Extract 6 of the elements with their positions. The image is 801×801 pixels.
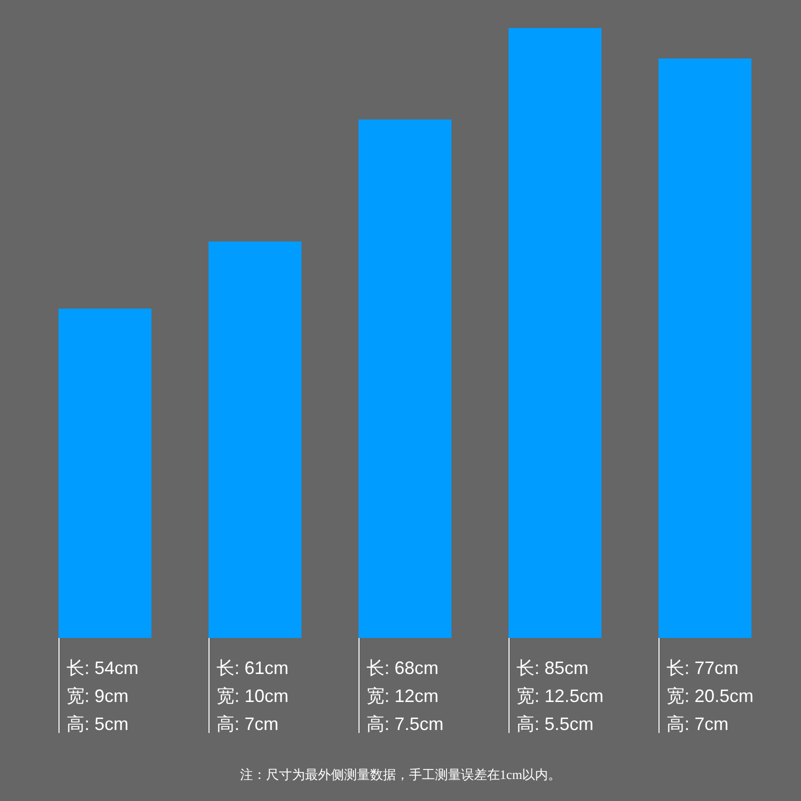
x-tick-label: 长: 85cm 宽: 12.5cm 高: 5.5cm — [516, 658, 604, 734]
x-tick-label: 长: 54cm 宽: 9cm 高: 5cm — [66, 658, 139, 734]
x-tick-label: 长: 61cm 宽: 10cm 高: 7cm — [216, 658, 289, 734]
x-tick-label: 长: 68cm 宽: 12cm 高: 7.5cm — [366, 658, 444, 734]
x-tick-label: 长: 77cm 宽: 20.5cm 高: 7cm — [666, 658, 754, 734]
text: 注：尺寸为最外侧测量数据，手工测量误差在1cm以内。 — [240, 767, 562, 782]
